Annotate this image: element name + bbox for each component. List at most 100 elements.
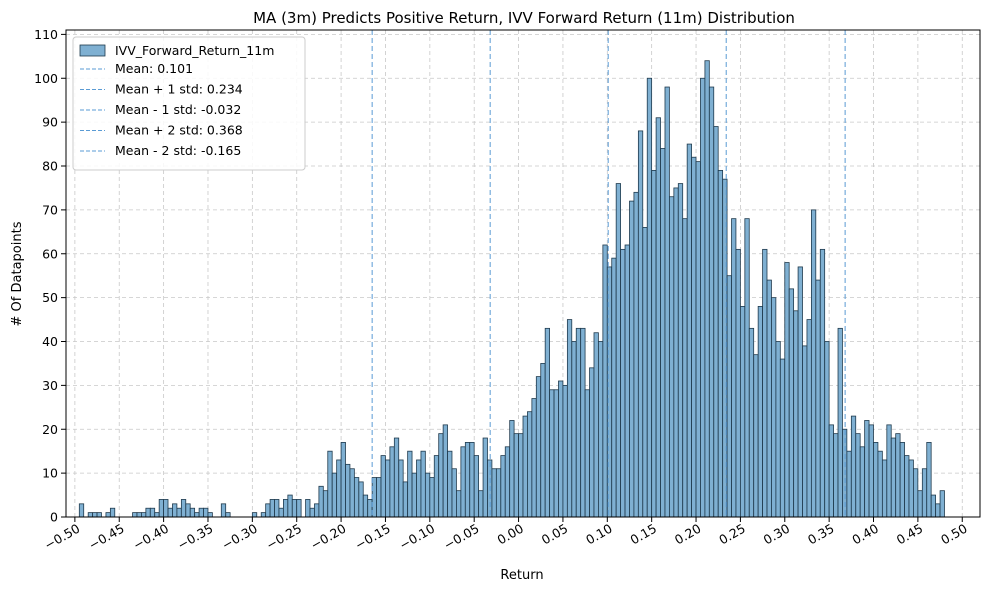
histogram-bar [873,442,879,518]
histogram-bar [620,248,626,518]
histogram-bar [806,319,812,518]
histogram-bar [682,218,688,518]
histogram-bar [833,433,839,518]
histogram-bar [717,169,724,518]
histogram-bar [504,446,511,518]
legend-bar-swatch [79,44,106,57]
histogram-bar [810,209,817,518]
histogram-bar [735,248,741,518]
histogram-bar [380,455,386,518]
histogram-bar [353,477,360,518]
legend-box [72,36,306,171]
histogram-bar [779,358,786,518]
histogram-bar [225,512,231,518]
histogram-bar [913,468,919,518]
histogram-bar [669,196,675,518]
histogram-bar [402,481,409,518]
histogram-bar [828,424,834,518]
x-axis: −0.50 −0.45 −0.40 −0.35 −0.30 −0.25 −0.20 −0.15… [42,517,970,553]
histogram-bar [753,354,759,518]
histogram-bar [593,332,599,518]
histogram-bar [309,507,315,518]
histogram-bar [158,499,164,518]
histogram-bar [935,503,941,518]
histogram-bar [784,262,790,518]
histogram-bar [731,218,737,518]
reference-lines [371,30,846,517]
histogram-bar [87,512,93,518]
x-tick-label: 0.10 [583,521,615,548]
histogram-bar [864,420,870,518]
histogram-bar [584,389,590,518]
histogram-bar [899,442,905,518]
histogram-bar [890,437,897,518]
histogram-bar [322,490,329,518]
histogram-bar [624,244,630,518]
histogram-bar [287,494,293,518]
histogram-bar [314,503,320,518]
histogram-bar [189,507,196,518]
histogram-bar [580,327,586,518]
histogram-bar [163,499,169,518]
x-tick-label: 0.40 [849,521,881,548]
histogram-bar [198,507,204,518]
legend-label: Mean - 2 std: -0.165 [115,143,241,158]
y-tick-label: 110 [34,27,58,42]
histogram-bar [518,433,524,518]
x-tick-label: 0.50 [938,521,970,548]
histogram-bar [407,450,413,518]
histogram-bar [930,494,936,518]
histogram-bar [633,191,639,518]
histogram-bar [260,512,267,518]
x-tick-label: −0.40 [130,521,171,553]
histogram-bar [522,415,528,518]
histogram-bar [757,306,763,518]
histogram-bar [411,472,417,518]
legend-label: Mean - 1 std: -0.032 [115,102,241,117]
histogram-bar [336,459,342,518]
histogram-bar [846,450,852,518]
histogram-bar [154,512,160,518]
histogram-bar [331,472,338,518]
x-tick-label: 0.45 [894,521,926,548]
histogram-bar [615,183,621,518]
y-axis: 0 10 20 30 40 50 60 70 80 90 100 110 [34,27,66,525]
y-tick-label: 20 [42,422,58,437]
histogram-bar [544,327,550,518]
histogram-bar [176,507,182,518]
legend: IVV_Forward_Return_11m Mean: 0.101 Mean + … [72,36,306,171]
histogram-bar [358,481,364,518]
histogram-bar [611,257,617,518]
x-tick-label: −0.05 [441,521,482,553]
x-tick-label: −0.15 [352,521,393,553]
histogram-bar [744,218,750,518]
x-tick-label: −0.30 [219,521,260,553]
histogram-bar [469,442,475,518]
histogram-bar [921,468,928,518]
histogram-bar [824,341,830,518]
legend-label: Mean + 2 std: 0.368 [115,123,243,138]
histogram-bar [429,477,435,518]
histogram-bar [389,446,395,518]
histogram-bar [571,341,577,518]
histogram-bar [167,507,173,518]
histogram-bar [105,512,111,518]
histogram-bar [553,389,559,518]
histogram-bars [78,60,945,518]
histogram-bar [78,503,85,518]
histogram-bar [788,288,795,518]
legend-label: Mean: 0.101 [115,61,193,76]
chart-title: MA (3m) Predicts Positive Return, IVV Fo… [253,9,795,27]
histogram-bar [362,494,369,518]
histogram-bar [646,77,653,518]
histogram-bar [318,485,324,518]
histogram-bar [771,297,777,518]
histogram-bar [460,446,466,518]
x-tick-label: −0.35 [175,521,216,553]
x-tick-label: 0.05 [539,521,571,548]
x-axis-title: Return [500,568,543,583]
x-tick-label: −0.25 [264,521,305,553]
histogram-bar [345,463,351,518]
histogram-bar [478,490,484,518]
histogram-bar [713,126,719,518]
